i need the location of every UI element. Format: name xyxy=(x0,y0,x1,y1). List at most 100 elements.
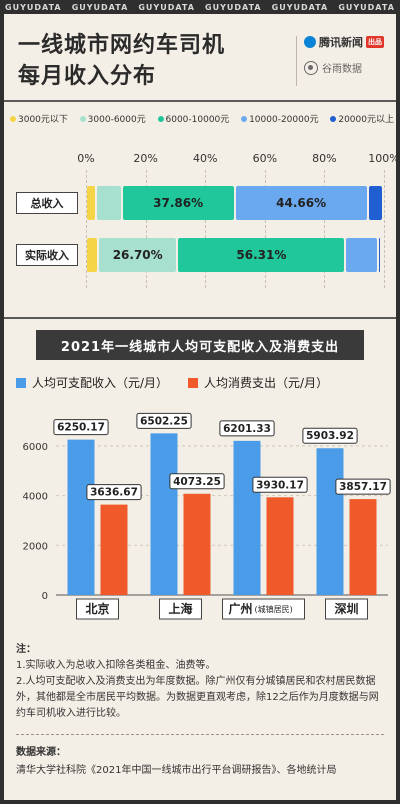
income-band-legend: 3000元以下 3000-6000元 6000-10000元 10000-20000元… xyxy=(10,112,394,125)
topbar-watermark: GUYUDATA xyxy=(205,2,262,12)
legend-item: 人均消费支出（元/月） xyxy=(188,374,328,391)
data-label-box xyxy=(86,484,142,501)
legend-dot-icon xyxy=(241,115,248,122)
title-line-1: 一线城市网约车司机 xyxy=(18,33,226,58)
income-distribution-chart: 0% 20% 40% 60% 80% 100% 总收入 37.86% 44.66% 实际收入 26.… xyxy=(4,144,400,294)
data-label: 26.70% xyxy=(112,248,163,262)
category-label-box xyxy=(76,598,119,620)
legend-swatch-icon xyxy=(16,377,26,388)
legend-label: 人均可支配收入（元/月） xyxy=(32,376,169,390)
legend-item: 人均可支配收入（元/月） xyxy=(16,374,168,391)
data-label: 6250.17 xyxy=(57,422,105,434)
y-tick-label: 4000 xyxy=(23,492,48,503)
notes-line-1: 1.实际收入为总收入扣除各类租金、油费等。 xyxy=(16,660,216,671)
bar-segment: 44.66% xyxy=(235,186,367,220)
data-label: 6502.25 xyxy=(140,415,188,427)
data-label-box xyxy=(219,420,275,437)
divider xyxy=(16,734,384,735)
topbar-watermark: GUYUDATA xyxy=(138,2,195,12)
legend-label: 10000-20000元 xyxy=(249,115,319,125)
category-label: 深圳 xyxy=(334,601,358,616)
legend-swatch-icon xyxy=(188,377,199,388)
bar-segment xyxy=(87,186,96,220)
income-expense-chart: 0 2000 4000 6000 6250.17 3636.67 北京 6502.25 4073… xyxy=(23,412,391,620)
topbar-watermark: GUYUDATA xyxy=(5,2,62,12)
bar-segment xyxy=(368,186,382,220)
bar xyxy=(349,499,377,595)
data-label: 44.66% xyxy=(276,196,327,210)
notes: 注： 1.实际收入为总收入扣除各类租金、油费等。 2.人均可支配收入及消费支出为… xyxy=(16,642,384,722)
data-label: 3857.17 xyxy=(339,481,387,493)
x-tick-label: 20% xyxy=(133,152,158,165)
bar xyxy=(100,504,128,595)
category-label-box xyxy=(222,598,305,620)
brand-tencent-news: 腾讯新闻 出品 xyxy=(304,34,384,50)
data-label-box xyxy=(136,412,192,429)
row-label: 总收入 xyxy=(16,192,78,214)
bar-segment xyxy=(379,238,381,272)
gridline xyxy=(324,170,326,288)
bar-segment xyxy=(97,186,121,220)
tencent-news-logo-icon xyxy=(304,36,316,48)
brand-guyu-data: 谷雨数据 xyxy=(304,60,362,75)
bar-segment xyxy=(346,238,378,272)
bar-segment: 37.86% xyxy=(122,186,234,220)
gridline xyxy=(86,170,87,288)
bar xyxy=(266,497,294,595)
bar-segment: 56.31% xyxy=(178,238,345,272)
legend-label: 3000元以下 xyxy=(18,115,68,125)
chart-title: 2021年一线城市人均可支配收入及消费支出 xyxy=(36,330,364,360)
gridline xyxy=(145,170,147,288)
legend-dot-icon xyxy=(330,115,337,122)
bar xyxy=(316,448,344,595)
bar xyxy=(183,493,211,595)
x-tick-label: 0% xyxy=(77,152,95,165)
income-expense-legend: 人均可支配收入（元/月） 人均消费支出（元/月） xyxy=(16,374,328,391)
category-label: 上海 xyxy=(168,601,192,616)
data-label-box xyxy=(335,478,391,495)
legend-label: 3000-6000元 xyxy=(87,115,146,125)
topbar-watermark: GUYUDATA xyxy=(271,2,329,12)
divider xyxy=(4,317,396,319)
legend-item: 3000元以下 xyxy=(10,112,68,125)
divider xyxy=(4,100,396,102)
y-tick-label: 2000 xyxy=(23,541,48,552)
brand2-text: 谷雨数据 xyxy=(322,64,362,75)
bar-segment: 26.70% xyxy=(98,238,177,272)
data-label: 3930.17 xyxy=(256,479,304,491)
top-banner: GUYUDATA GUYUDATA GUYUDATA GUYUDATA GUYUDATA… xyxy=(0,0,400,14)
x-tick-label: 60% xyxy=(252,152,278,165)
legend-label: 20000元以上 xyxy=(338,115,394,125)
brand-divider xyxy=(296,36,297,86)
y-tick-label: 6000 xyxy=(23,442,48,453)
data-label: 56.31% xyxy=(236,248,287,262)
bar xyxy=(150,433,178,595)
notes-heading: 注： xyxy=(16,644,36,655)
category-label: 北京 xyxy=(85,601,109,616)
guyu-logo-icon xyxy=(304,60,318,75)
legend-item: 10000-20000元 xyxy=(241,112,319,125)
data-label: 37.86% xyxy=(153,196,204,210)
y-tick-label: 0 xyxy=(42,591,48,602)
legend-label: 人均消费支出（元/月） xyxy=(204,376,329,390)
gridline xyxy=(384,170,385,288)
data-label-box xyxy=(302,427,358,444)
topbar-watermark: GUYUDATA xyxy=(71,2,129,12)
category-label-box xyxy=(325,598,368,620)
legend-label: 6000-10000元 xyxy=(165,115,230,125)
gridline xyxy=(264,170,266,288)
brand1-badge: 出品 xyxy=(366,36,384,48)
category-label-box xyxy=(159,598,202,620)
data-label-box xyxy=(53,419,109,436)
page-title: 一线城市网约车司机 每月收入分布 xyxy=(18,30,225,92)
legend-item: 3000-6000元 xyxy=(79,112,146,125)
category-label: 广州 xyxy=(229,601,253,616)
legend-item: 6000-10000元 xyxy=(157,112,230,125)
source-heading: 数据来源： xyxy=(16,747,66,758)
topbar-watermark: GUYUDATA xyxy=(338,2,395,12)
legend-dot-icon xyxy=(10,115,16,122)
title-line-2: 每月收入分布 xyxy=(18,64,157,89)
brand1-text: 腾讯新闻 xyxy=(319,36,363,49)
data-label-box xyxy=(252,476,308,493)
infographic-card: 一线城市网约车司机 每月收入分布 腾讯新闻 出品 谷雨数据 3000元以下 300… xyxy=(4,14,400,800)
